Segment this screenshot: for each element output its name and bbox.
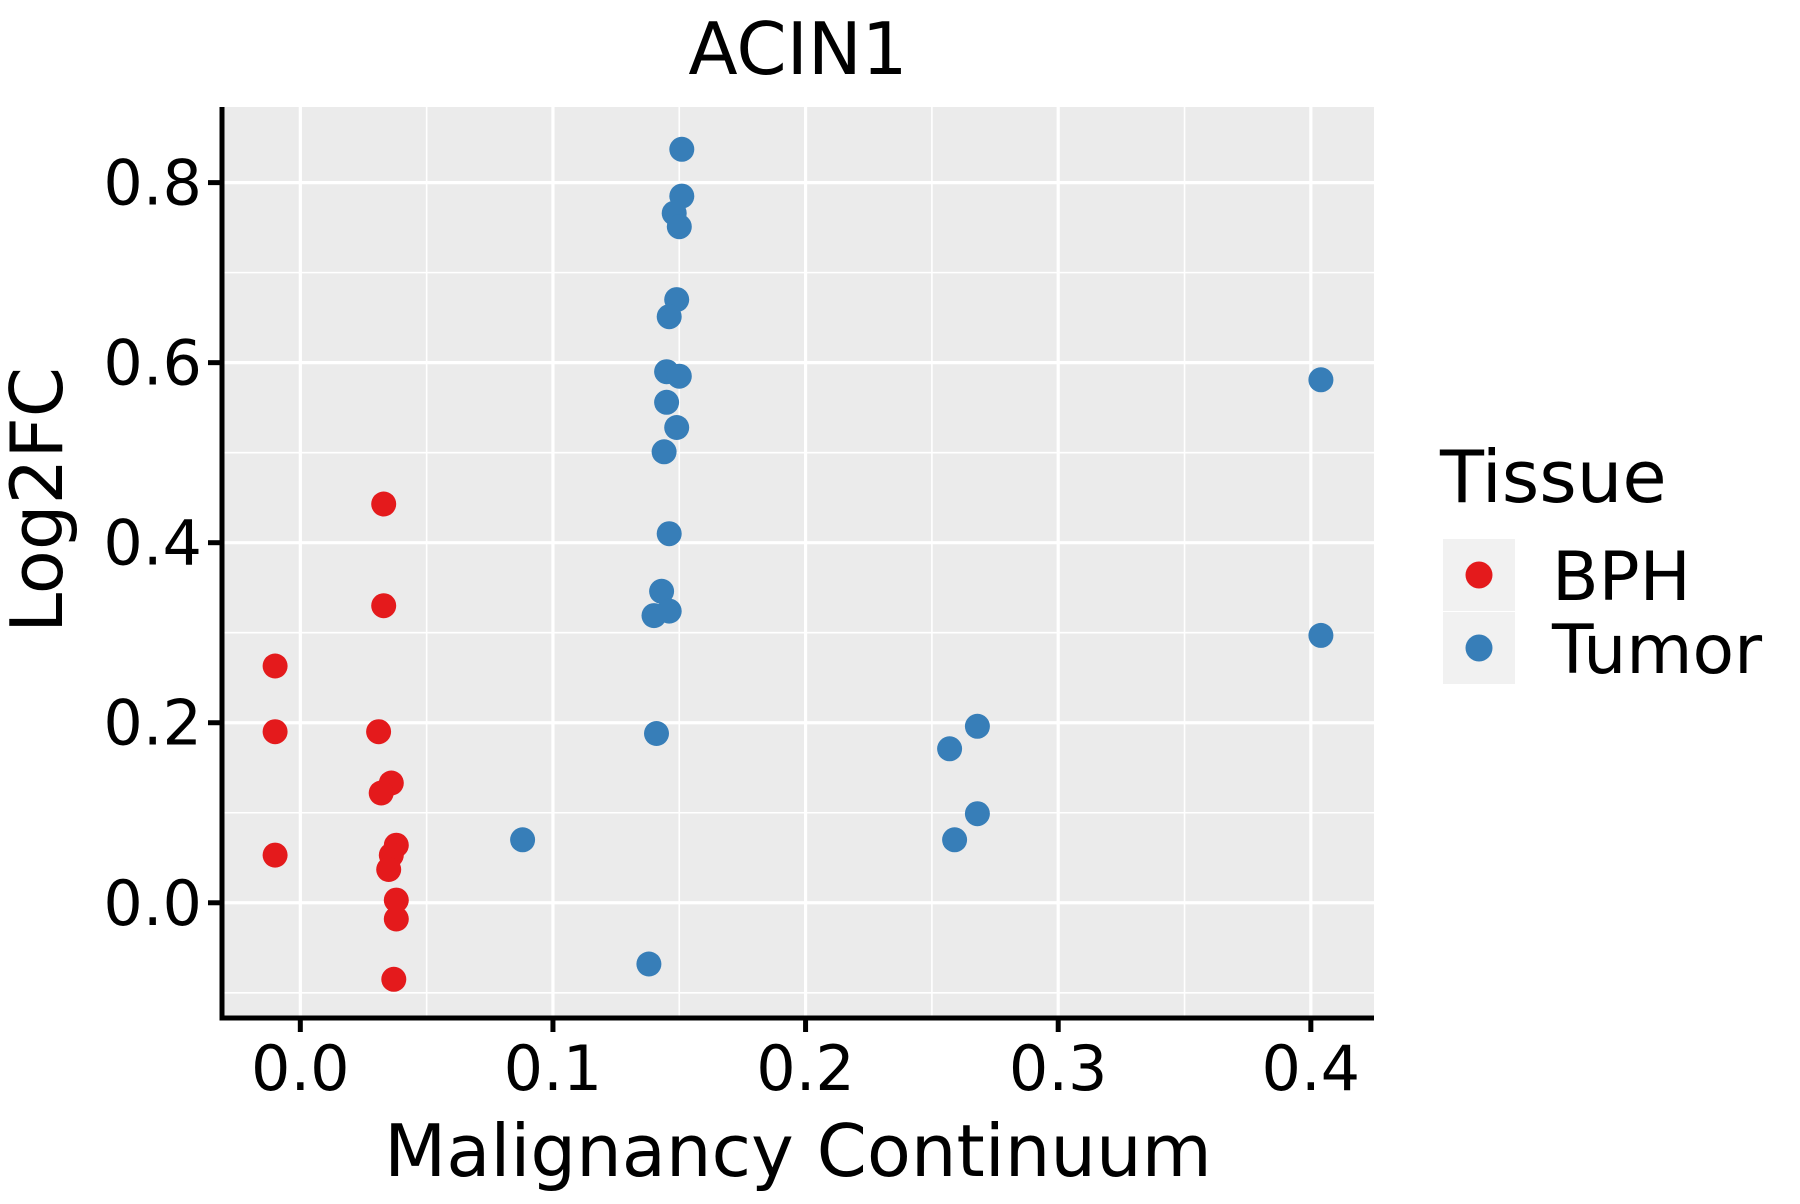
y-tick-label: 0.8 <box>103 147 202 220</box>
x-tick-label: 0.3 <box>1009 1032 1108 1105</box>
legend-label-bph: BPH <box>1552 538 1691 617</box>
data-point-tumor <box>964 801 990 827</box>
data-point-bph <box>371 491 397 517</box>
x-tick-label: 0.2 <box>756 1032 855 1105</box>
data-point-tumor <box>654 389 680 415</box>
data-point-tumor <box>664 415 690 440</box>
data-point-tumor <box>510 827 536 853</box>
data-point-bph <box>376 857 402 882</box>
legend-marker-bph <box>1465 561 1493 589</box>
legend-label-tumor: Tumor <box>1551 611 1762 690</box>
data-point-tumor <box>942 827 968 853</box>
y-tick-label: 0.2 <box>103 687 202 760</box>
data-point-tumor <box>666 214 692 240</box>
y-tick-labels: 0.0 0.2 0.4 0.6 0.8 <box>103 147 202 940</box>
x-tick-label: 0.0 <box>251 1032 350 1105</box>
x-axis-label: Malignancy Continuum <box>384 1109 1212 1193</box>
data-point-tumor <box>1308 367 1334 393</box>
data-point-bph <box>366 719 392 745</box>
y-tick-label: 0.6 <box>103 327 202 400</box>
data-point-tumor <box>656 521 682 547</box>
data-point-tumor <box>649 578 675 604</box>
legend-marker-tumor <box>1465 634 1493 662</box>
legend-entry-tumor: Tumor <box>1443 611 1762 690</box>
axes <box>208 107 1374 1032</box>
x-tick-label: 0.1 <box>504 1032 603 1105</box>
data-point-bph <box>381 966 407 992</box>
legend-title: Tissue <box>1439 435 1667 519</box>
data-point-bph <box>262 842 288 868</box>
y-tick-label: 0.4 <box>103 507 202 580</box>
data-point-bph <box>262 719 288 745</box>
data-point-tumor <box>641 603 667 629</box>
data-point-tumor <box>964 713 990 739</box>
data-point-tumor <box>651 439 677 465</box>
data-point-tumor <box>636 951 662 977</box>
plot-title: ACIN1 <box>688 7 907 91</box>
data-point-tumor <box>666 363 692 389</box>
data-point-bph <box>383 887 409 913</box>
data-point-tumor <box>669 136 695 162</box>
gridlines <box>222 107 1374 1018</box>
plot-panel <box>222 107 1374 1018</box>
y-tick-label: 0.0 <box>103 867 202 940</box>
legend: Tissue BPH Tumor <box>1439 435 1762 690</box>
data-points <box>262 136 1334 992</box>
legend-entry-bph: BPH <box>1443 538 1691 617</box>
data-point-bph <box>371 593 397 619</box>
data-point-tumor <box>656 304 682 330</box>
data-point-bph <box>383 906 409 932</box>
data-point-bph <box>368 780 394 806</box>
panel-background <box>222 107 1374 1018</box>
data-point-bph <box>262 653 288 679</box>
x-tick-label: 0.4 <box>1262 1032 1361 1105</box>
data-point-tumor <box>1308 622 1334 648</box>
data-point-tumor <box>937 736 963 762</box>
x-tick-labels: 0.0 0.1 0.2 0.3 0.4 <box>251 1032 1360 1105</box>
data-point-tumor <box>644 721 669 746</box>
y-axis-label: Log2FC <box>0 367 79 633</box>
